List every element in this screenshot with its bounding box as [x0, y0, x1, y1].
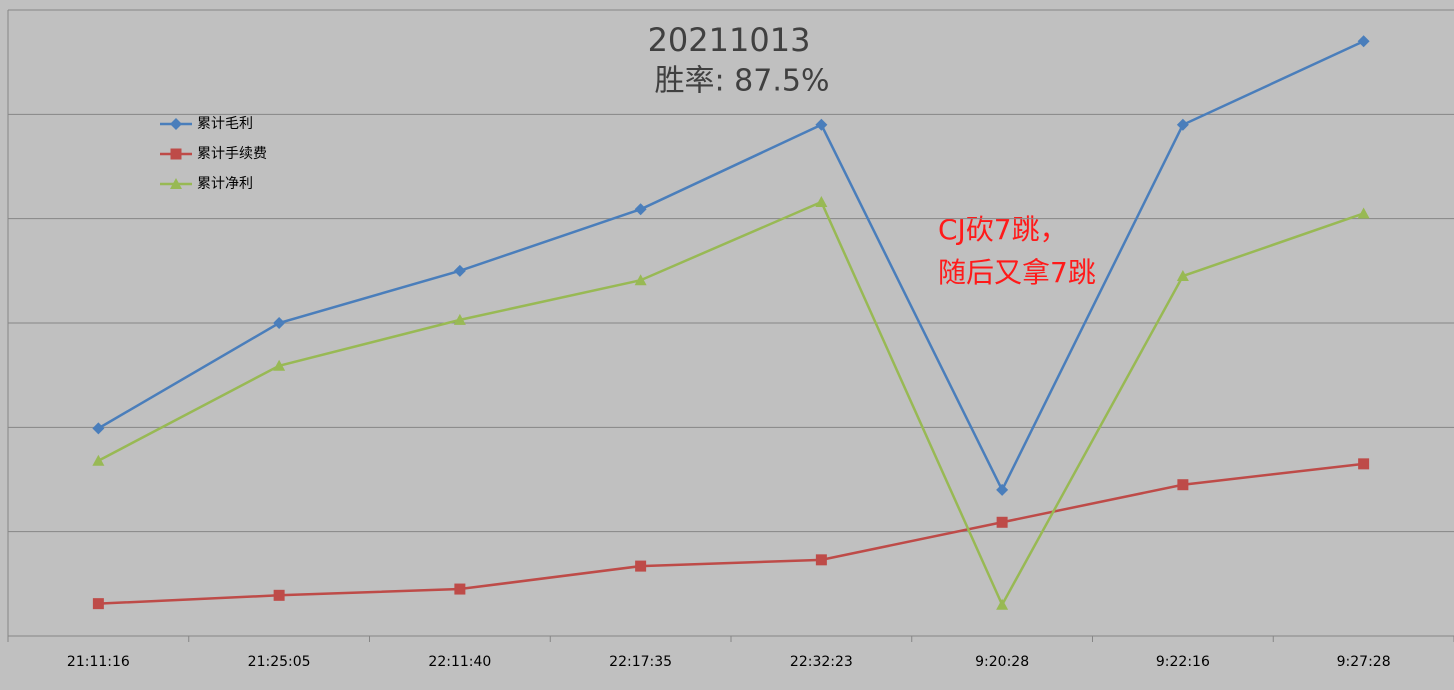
point	[1176, 118, 1189, 131]
point	[996, 598, 1009, 610]
point	[996, 483, 1009, 496]
point	[454, 583, 466, 595]
series-line	[98, 462, 1364, 605]
point	[1357, 207, 1370, 219]
chart-title: 20211013	[648, 21, 811, 59]
point	[996, 516, 1008, 528]
chart-subtitle: 胜率: 87.5%	[655, 64, 830, 99]
legend-label: 累计手续费	[197, 145, 267, 162]
point	[273, 317, 286, 329]
point	[815, 554, 827, 566]
point	[92, 454, 105, 466]
point	[1176, 270, 1189, 282]
x-tick-label: 21:11:16	[67, 654, 130, 670]
annotation: CJ砍7跳，	[938, 213, 1068, 246]
point	[815, 118, 828, 131]
point	[634, 274, 647, 286]
x-tick-label: 22:17:35	[609, 654, 672, 670]
annotation: 随后又拿7跳	[938, 256, 1096, 289]
x-tick-label: 9:20:28	[975, 654, 1029, 670]
legend-label: 累计毛利	[197, 116, 253, 132]
point	[1177, 479, 1189, 491]
x-tick-label: 21:25:05	[248, 654, 311, 670]
x-tick-label: 22:11:40	[428, 654, 491, 670]
x-tick-label: 9:22:16	[1156, 654, 1210, 670]
legend-marker	[170, 118, 182, 130]
point	[1357, 35, 1370, 48]
point	[453, 313, 466, 325]
series-line	[97, 200, 1365, 608]
x-tick-label: 22:32:23	[790, 654, 853, 670]
legend-marker	[170, 148, 182, 160]
point	[92, 598, 104, 610]
x-tick-label: 9:27:28	[1337, 654, 1391, 670]
point	[453, 264, 466, 277]
point	[635, 560, 647, 572]
legend-marker	[170, 178, 182, 189]
point	[273, 359, 286, 371]
point	[1358, 458, 1370, 470]
legend-label: 累计净利	[197, 176, 253, 192]
point	[634, 203, 647, 216]
series-line	[97, 40, 1365, 493]
point	[92, 422, 105, 435]
point	[273, 589, 285, 601]
point	[815, 195, 828, 207]
